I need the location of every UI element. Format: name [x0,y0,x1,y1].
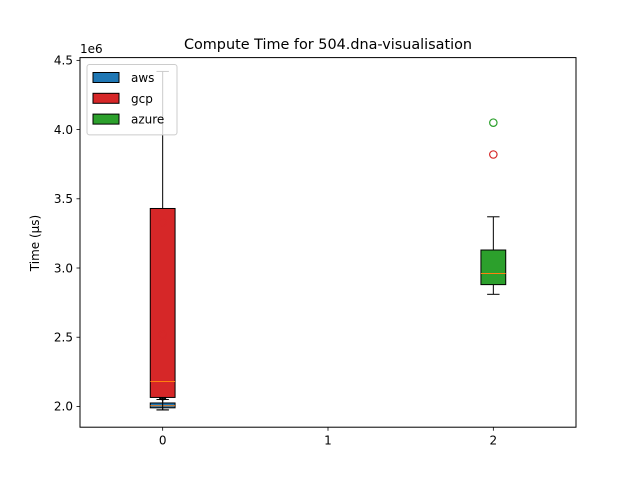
legend-label-aws: aws [131,71,154,85]
boxplot-azure-outlier [489,118,498,127]
legend-swatch-gcp [92,92,120,104]
boxplot-gcp-outlier [158,218,167,227]
x-tick-label: 1 [324,434,332,448]
chart-title: Compute Time for 504.dna-visualisation [184,37,472,53]
y-tick-label: 4.0 [54,123,73,137]
legend-swatch-azure [92,113,120,125]
legend: aws gcp azure [86,64,178,136]
y-axis-offset-label: 1e6 [80,42,103,56]
y-tick-label: 3.0 [54,261,73,275]
y-tick-label: 2.5 [54,331,73,345]
x-tick-label: 0 [159,434,167,448]
legend-label-azure: azure [131,113,164,127]
plot-area [149,70,507,411]
y-tick-label: 2.0 [54,400,73,414]
boxplot-outlier [489,150,498,159]
legend-label-gcp: gcp [131,92,153,106]
boxplot-azure-box [480,249,507,286]
boxplot-gcp-box [149,207,176,398]
y-axis-label: Time (µs) [28,215,42,272]
legend-swatch-aws [92,72,120,83]
y-tick-label: 3.5 [54,192,73,206]
boxplot-gcp-outlier [158,330,167,340]
y-tick-label: 4.5 [54,54,73,68]
x-tick-label: 2 [490,434,498,448]
